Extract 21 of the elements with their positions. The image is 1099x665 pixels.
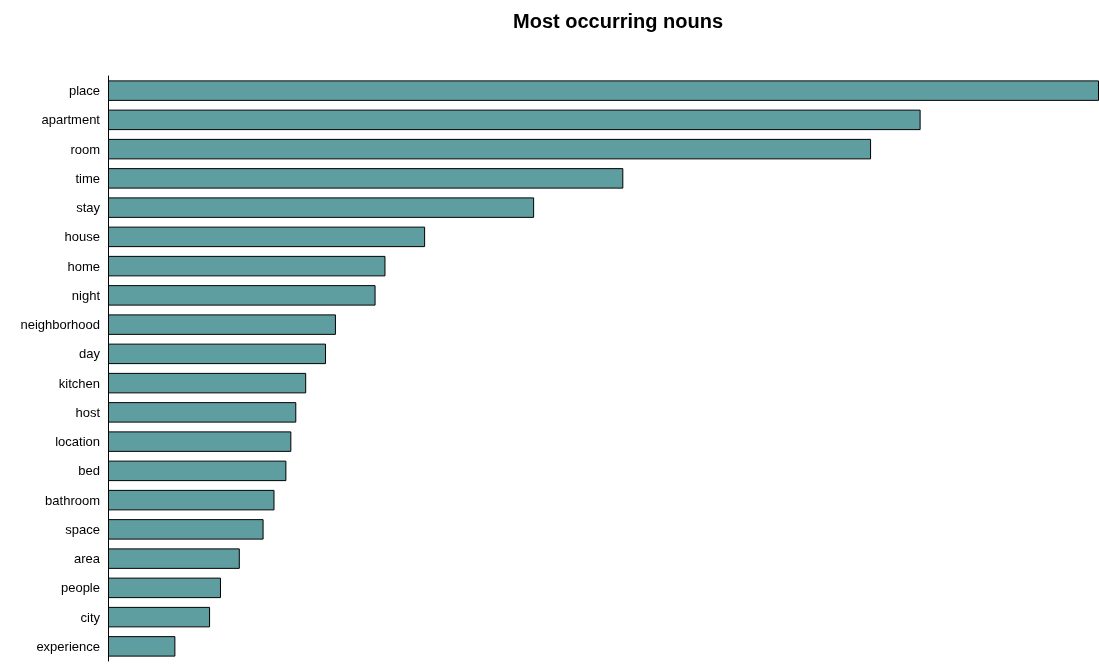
chart-title: Most occurring nouns [513,10,723,32]
y-tick-label: kitchen [58,375,100,391]
y-tick-label: stay [76,200,101,216]
y-tick-label: day [79,346,101,362]
y-tick-label: neighborhood [20,317,100,333]
y-tick-label: place [68,83,100,99]
y-tick-label: host [75,404,101,420]
y-tick-label: time [75,170,100,186]
y-tick-label: area [73,551,101,567]
y-tick-label: bathroom [45,492,100,508]
y-tick-label: bed [78,463,100,479]
y-tick-label: space [65,521,100,537]
y-tick-label: apartment [41,112,101,128]
y-tick-label: night [71,287,101,303]
y-tick-label: room [70,141,100,157]
y-tick-label: experience [36,638,100,654]
y-tick-label: city [80,609,101,625]
y-tick-label: location [55,434,100,450]
y-tick-label: house [64,229,100,245]
y-tick-label: people [60,580,100,596]
y-tick-label: home [67,258,100,274]
